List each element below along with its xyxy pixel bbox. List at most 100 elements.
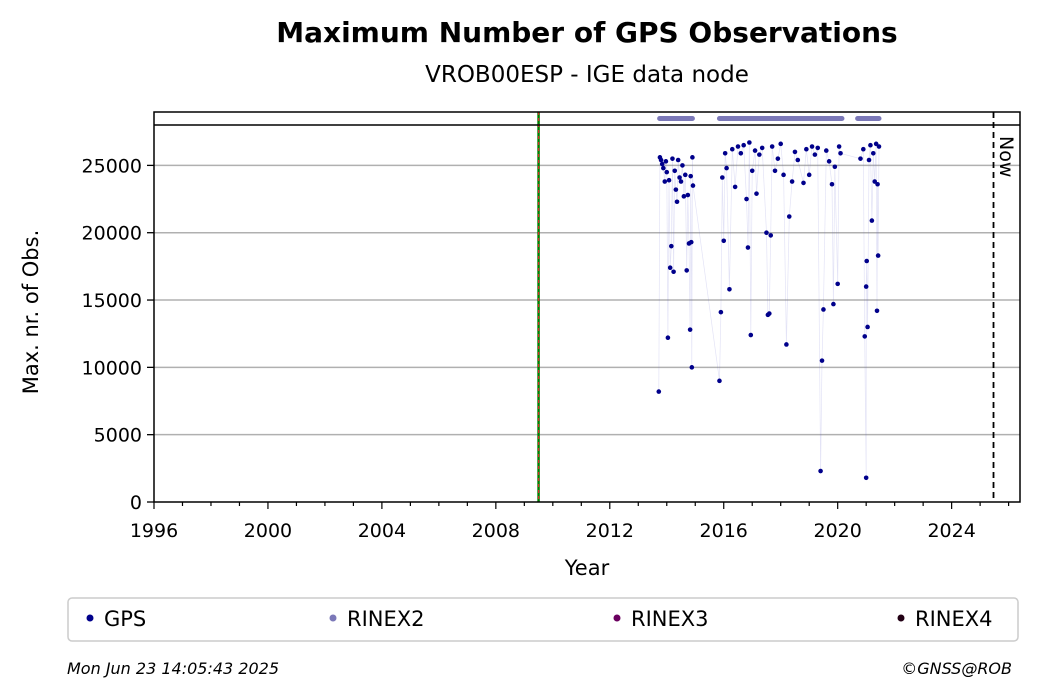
gps-point bbox=[662, 179, 668, 184]
gps-point bbox=[832, 164, 838, 170]
axes: 0 5000 10000 15000 20000 25000 1996 2000 2004 200… bbox=[82, 111, 1021, 542]
gps-point bbox=[866, 157, 872, 163]
gps-point bbox=[666, 177, 672, 183]
legend-label-gps: GPS bbox=[104, 607, 146, 631]
gps-point bbox=[757, 152, 762, 157]
chart-subtitle: VROB00ESP - IGE data node bbox=[425, 62, 749, 88]
gps-point bbox=[688, 173, 693, 179]
gps-point bbox=[759, 145, 765, 151]
gps-point bbox=[876, 144, 882, 149]
gps-point bbox=[729, 146, 735, 152]
gps-point bbox=[727, 286, 732, 292]
gps-point bbox=[870, 150, 876, 156]
gps-point bbox=[669, 243, 674, 249]
gps-point bbox=[754, 191, 759, 196]
gps-point bbox=[786, 214, 792, 219]
gps-point bbox=[835, 281, 840, 287]
gps-point bbox=[819, 358, 825, 363]
chart-title: Maximum Number of GPS Observations bbox=[276, 16, 897, 49]
x-tick-label: 2012 bbox=[586, 520, 634, 542]
gps-point bbox=[717, 378, 722, 384]
y-tick-label: 10000 bbox=[82, 357, 142, 379]
gps-point bbox=[675, 157, 681, 163]
gps-point bbox=[688, 239, 694, 245]
y-tick-label: 0 bbox=[130, 492, 142, 514]
gps-point bbox=[661, 165, 666, 171]
gps-point bbox=[656, 389, 662, 394]
y-tick-label: 15000 bbox=[82, 290, 142, 312]
gps-point bbox=[724, 165, 729, 171]
x-tick-label: 1996 bbox=[130, 520, 178, 542]
gps-point bbox=[674, 199, 680, 205]
gps-point bbox=[680, 163, 685, 168]
gps-point bbox=[874, 308, 880, 314]
x-tick-label: 2020 bbox=[814, 520, 862, 542]
y-tick-label: 5000 bbox=[94, 425, 142, 447]
y-tick-label: 25000 bbox=[82, 155, 142, 177]
data-points bbox=[656, 116, 882, 481]
x-tick-label: 2000 bbox=[244, 520, 292, 542]
x-tick-label: 2008 bbox=[472, 520, 520, 542]
gps-point bbox=[772, 168, 778, 174]
gps-point bbox=[684, 268, 690, 273]
reference-lines bbox=[537, 112, 995, 502]
gps-point bbox=[670, 156, 675, 161]
gps-point bbox=[868, 142, 873, 148]
gps-point bbox=[778, 141, 784, 147]
gps-point bbox=[764, 230, 769, 236]
x-axis-label: Year bbox=[564, 556, 610, 580]
gps-point bbox=[829, 181, 835, 187]
footer-credit: ©GNSS@ROB bbox=[901, 659, 1012, 678]
legend-marker-rinex3 bbox=[613, 614, 621, 622]
y-tick-label: 20000 bbox=[82, 223, 142, 245]
gps-point bbox=[672, 168, 678, 174]
gps-point bbox=[801, 180, 806, 186]
gps-point bbox=[821, 307, 826, 312]
gps-point bbox=[748, 332, 754, 338]
gps-point bbox=[732, 184, 738, 190]
x-tick-label: 2004 bbox=[358, 520, 406, 542]
gps-point bbox=[863, 475, 869, 481]
gps-point bbox=[864, 258, 870, 264]
gps-point bbox=[775, 156, 781, 161]
gps-point bbox=[861, 146, 866, 152]
gps-point bbox=[795, 157, 801, 163]
gps-point bbox=[678, 179, 684, 184]
plot-frame bbox=[153, 111, 1021, 503]
gps-point bbox=[809, 144, 815, 149]
legend-label-rinex4: RINEX4 bbox=[915, 607, 993, 631]
gps-point bbox=[673, 187, 679, 192]
gps-point bbox=[744, 196, 749, 202]
gps-point bbox=[677, 175, 682, 180]
gps-point bbox=[818, 468, 823, 474]
gps-point bbox=[792, 149, 798, 155]
gps-point bbox=[687, 327, 693, 332]
gps-point bbox=[781, 172, 786, 178]
legend-marker-rinex2 bbox=[329, 614, 337, 622]
gps-point bbox=[721, 238, 727, 244]
gps-point bbox=[690, 155, 695, 160]
gps-point bbox=[784, 342, 789, 347]
gps-point bbox=[685, 192, 691, 198]
footer-timestamp: Mon Jun 23 14:05:43 2025 bbox=[67, 659, 279, 678]
gps-point bbox=[823, 148, 829, 153]
gps-point bbox=[749, 168, 755, 174]
gps-point bbox=[836, 144, 842, 149]
gps-point bbox=[826, 159, 832, 164]
gps-point bbox=[681, 194, 687, 199]
gps-point bbox=[804, 146, 809, 152]
gps-point bbox=[875, 181, 880, 187]
gps-point bbox=[806, 172, 812, 178]
legend-label-rinex3: RINEX3 bbox=[631, 607, 709, 631]
gps-point bbox=[831, 301, 836, 307]
legend-marker-gps bbox=[86, 614, 94, 622]
gps-point bbox=[752, 148, 758, 153]
legend-frame bbox=[67, 597, 1019, 642]
legend-label-rinex2: RINEX2 bbox=[347, 607, 425, 631]
gps-point bbox=[745, 245, 751, 250]
gps-point bbox=[722, 150, 728, 156]
gps-point bbox=[789, 179, 795, 184]
y-axis-label: Max. nr. of Obs. bbox=[19, 230, 43, 395]
gps-point bbox=[671, 269, 676, 275]
